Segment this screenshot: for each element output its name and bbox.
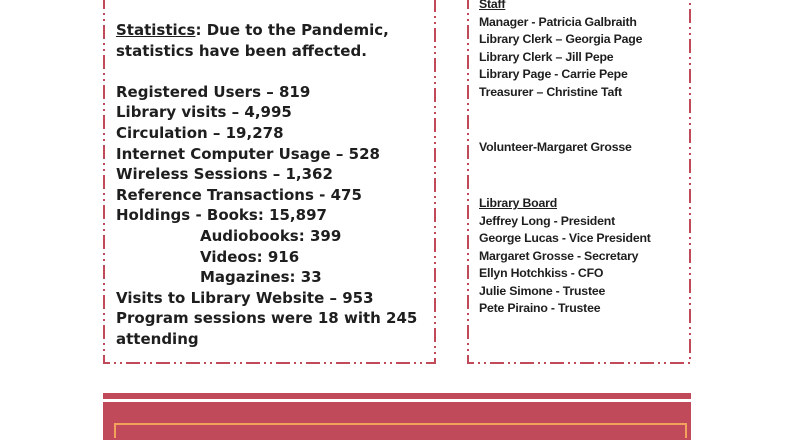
red-band-inner-border [114,423,687,438]
red-band-stripe [103,393,691,399]
board-member: Ellyn Hotchkiss - CFO [479,266,604,280]
staff-heading: Staff [479,0,506,11]
staff-member: Manager - Patricia Galbraith [479,14,637,29]
statistics-text: Statistics: Due to the Pandemic, statist… [116,20,417,350]
stat-magazines: Magazines: 33 [200,268,322,287]
board-member: Pete Piraino - Trustee [479,301,601,315]
board-heading: Library Board [479,196,558,210]
stat-website-visits: Visits to Library Website – 953 [116,288,374,307]
board-member: Margaret Grosse - Secretary [479,248,639,263]
stat-wireless: Wireless Sessions – 1,362 [116,165,333,184]
statistics-intro-2: statistics have been affected. [116,41,367,60]
stat-videos: Videos: 916 [200,247,300,266]
statistics-intro: : Due to the Pandemic, [195,21,389,39]
statistics-heading: Statistics [116,21,196,39]
board-member: Julie Simone - Trustee [479,283,606,298]
red-band [103,402,691,440]
stat-library-visits: Library visits – 4,995 [116,103,292,122]
stat-circulation: Circulation – 19,278 [116,123,284,142]
stat-holdings-books: Holdings - Books: 15,897 [116,206,327,225]
stat-programs: Program sessions were 18 with 245 [116,309,418,328]
staff-member: Library Clerk – Jill Pepe [479,49,614,64]
staff-member: Library Clerk – Georgia Page [479,32,643,46]
stat-reference: Reference Transactions - 475 [116,185,362,204]
board-list: Library Board Jeffrey Long - President G… [479,195,651,318]
volunteer: Volunteer-Margaret Grosse [479,140,632,154]
board-member: Jeffrey Long - President [479,213,615,228]
stat-audiobooks: Audiobooks: 399 [200,226,342,245]
staff-member: Library Page - Carrie Pepe [479,67,628,81]
board-member: George Lucas - Vice President [479,231,651,245]
stat-internet-usage: Internet Computer Usage – 528 [116,144,380,163]
staff-member: Treasurer – Christine Taft [479,84,622,99]
stat-programs-2: attending [116,329,199,348]
stat-registered-users: Registered Users – 819 [116,82,311,101]
staff-list: Staff Manager - Patricia Galbraith Libra… [479,0,642,101]
